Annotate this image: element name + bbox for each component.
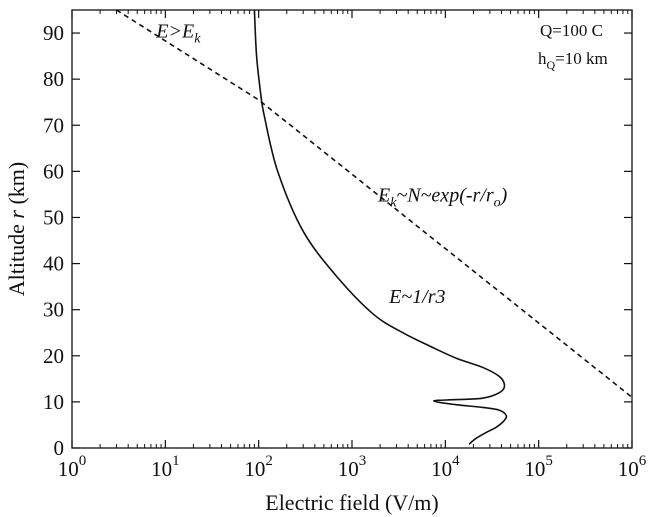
charge-label: Q=100 C bbox=[540, 21, 603, 40]
y-tick-label: 10 bbox=[43, 390, 64, 414]
charge-altitude-label: hQ=10 km bbox=[538, 49, 608, 72]
series-layer bbox=[116, 9, 633, 445]
x-tick-label: 100 bbox=[58, 453, 87, 481]
annotation-layer: E>Ek Ek~N~exp(-r/ro) E~1/r3 bbox=[155, 21, 507, 308]
y-tick-label: 0 bbox=[54, 436, 65, 460]
y-tick-label: 80 bbox=[43, 67, 64, 91]
plot-area bbox=[71, 9, 633, 449]
x-axis-title: Electric field (V/m) bbox=[265, 490, 438, 515]
x-tick-label: 101 bbox=[151, 453, 180, 481]
y-tick-label: 60 bbox=[43, 159, 64, 183]
x-tick-label: 102 bbox=[244, 453, 273, 481]
annotation-e-gt-ek: E>Ek bbox=[155, 21, 201, 47]
y-tick-label: 70 bbox=[43, 113, 64, 137]
x-axis-ticks: 100 101 102 103 104 105 106 bbox=[58, 10, 647, 481]
y-tick-label: 20 bbox=[43, 344, 64, 368]
x-tick-label: 104 bbox=[431, 453, 460, 481]
y-tick-label: 50 bbox=[43, 205, 64, 229]
y-tick-label: 90 bbox=[43, 21, 64, 45]
x-tick-label: 103 bbox=[338, 453, 367, 481]
y-tick-label: 30 bbox=[43, 298, 64, 322]
x-tick-label: 105 bbox=[524, 453, 553, 481]
annotation-ek-law: Ek~N~exp(-r/ro) bbox=[377, 184, 508, 210]
y-axis-ticks: 0 10 20 30 40 50 60 70 80 90 bbox=[43, 21, 632, 460]
y-axis-title: Altitude r (km) bbox=[4, 162, 29, 296]
solid-series-line bbox=[253, 9, 508, 445]
x-tick-label: 106 bbox=[618, 453, 647, 481]
annotation-e-inv-r3: E~1/r3 bbox=[388, 286, 445, 308]
dashed-series-line bbox=[116, 9, 633, 398]
y-tick-label: 40 bbox=[43, 252, 64, 276]
